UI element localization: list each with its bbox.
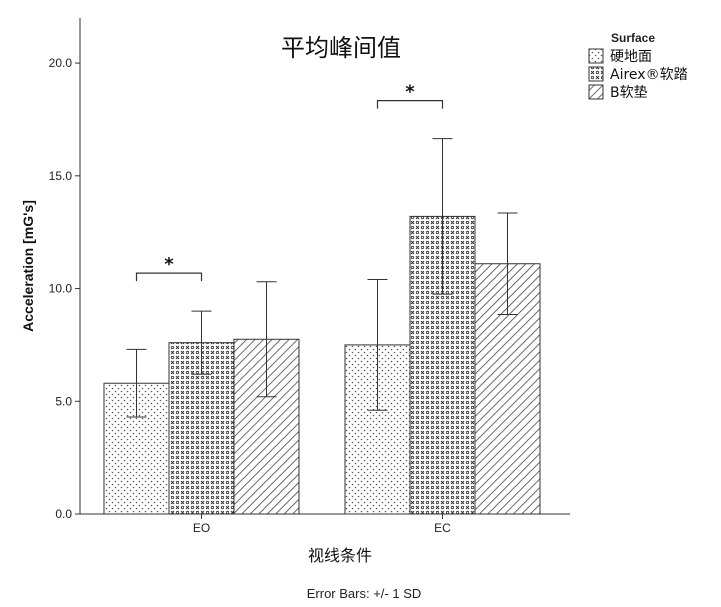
y-tick-label: 20.0	[49, 56, 73, 70]
y-axis-label: Acceleration [mG's]	[20, 200, 36, 332]
legend-label-1: Airex®软踏	[610, 67, 688, 83]
x-tick-label-ec: EC	[434, 521, 451, 535]
significance-bracket	[376, 100, 444, 109]
legend-label-2: B软垫	[610, 85, 648, 101]
chart-title: 平均峰间值	[281, 34, 401, 62]
error-bars-footnote: Error Bars: +/- 1 SD	[307, 586, 422, 601]
significance-star: *	[405, 82, 415, 103]
y-tick-label: 10.0	[49, 282, 73, 296]
legend-title: Surface	[611, 31, 655, 45]
y-tick-label: 5.0	[55, 394, 72, 408]
legend-swatch-2	[588, 84, 604, 100]
legend-label-0: 硬地面	[610, 49, 652, 65]
legend: Surface 硬地面 Airex®软踏 B软垫	[588, 31, 688, 101]
significance-bracket	[135, 272, 203, 282]
x-tick-label-eo: EO	[193, 521, 210, 535]
legend-swatch-1	[588, 66, 604, 82]
legend-swatch-0	[588, 48, 604, 64]
significance-star: *	[164, 254, 174, 275]
y-tick-label: 0.0	[55, 507, 72, 521]
y-tick-label: 15.0	[49, 169, 73, 183]
x-axis-label: 视线条件	[308, 546, 372, 565]
